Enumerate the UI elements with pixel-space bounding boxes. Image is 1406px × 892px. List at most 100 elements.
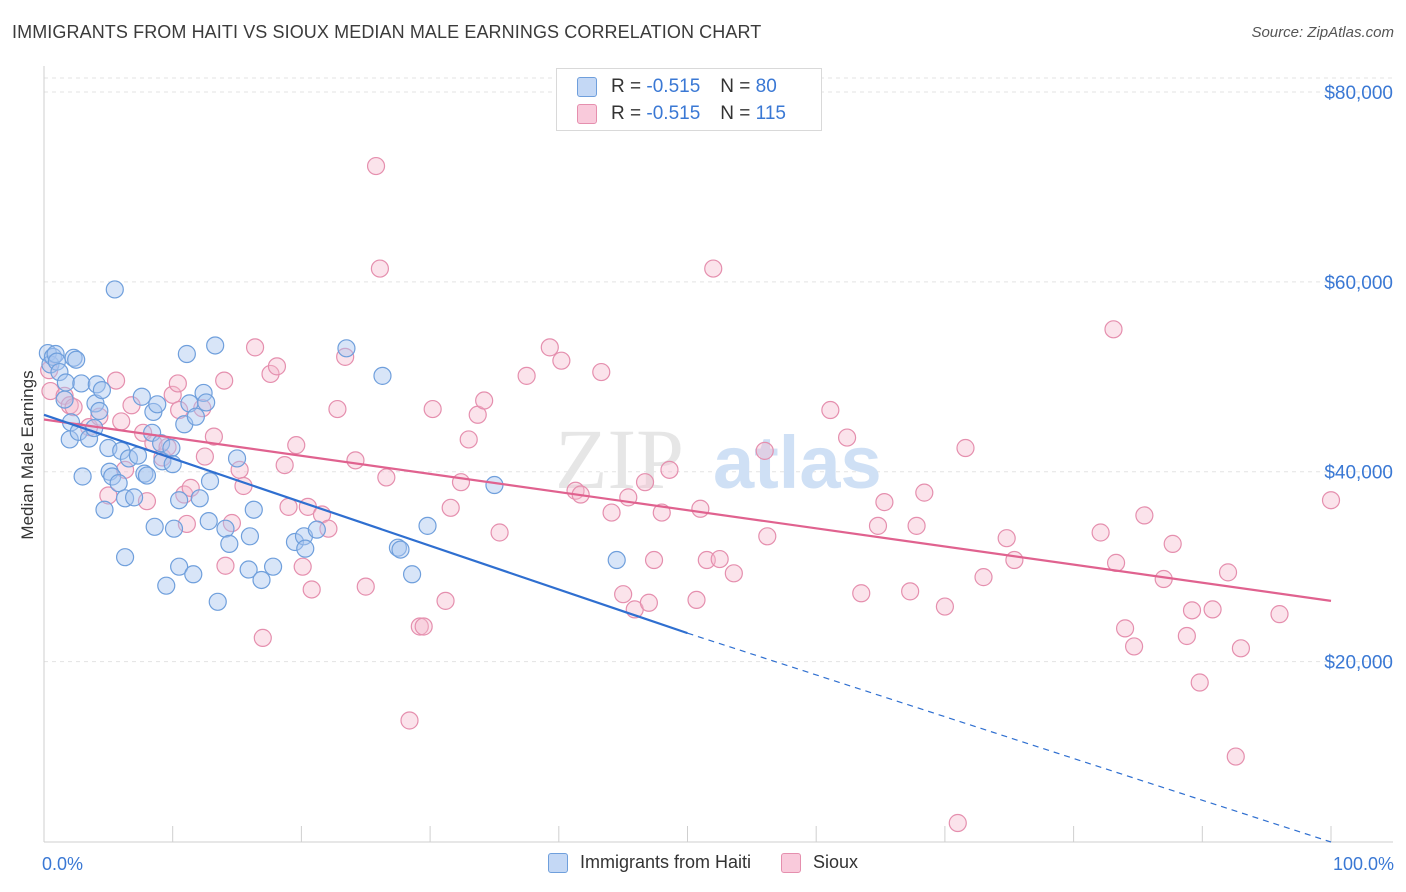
haiti-point xyxy=(186,407,205,426)
sioux-point xyxy=(837,428,857,447)
haiti-point xyxy=(92,380,112,400)
sioux-point xyxy=(821,400,840,420)
sioux-point xyxy=(253,628,272,647)
haiti-point xyxy=(72,374,91,393)
sioux-point xyxy=(724,564,743,583)
sioux-point xyxy=(112,412,131,431)
sioux-point xyxy=(1177,626,1196,646)
haiti-point xyxy=(197,393,216,412)
sioux-point xyxy=(356,577,375,596)
haiti-point xyxy=(145,517,164,536)
sioux-point xyxy=(328,399,347,419)
sioux-point xyxy=(170,400,189,420)
sioux-point xyxy=(948,813,967,833)
sioux-point xyxy=(475,391,494,410)
sioux-point xyxy=(366,156,386,176)
sioux-point xyxy=(697,550,716,570)
haiti-point xyxy=(607,550,626,570)
haiti-point xyxy=(73,467,92,486)
sioux-point xyxy=(1124,637,1144,656)
sioux-swatch xyxy=(577,104,597,124)
haiti-points xyxy=(38,280,626,611)
haiti-point xyxy=(239,560,258,579)
sioux-swatch xyxy=(781,852,802,873)
sioux-point xyxy=(935,597,955,616)
sioux-point xyxy=(1231,639,1251,658)
sioux-point xyxy=(377,468,396,487)
sioux-point xyxy=(1321,491,1341,510)
haiti-point xyxy=(132,387,151,406)
axes xyxy=(43,66,1393,843)
sioux-point xyxy=(245,338,265,357)
sioux-point xyxy=(540,338,559,357)
haiti-point xyxy=(206,336,225,355)
sioux-point xyxy=(287,436,306,455)
sioux-point xyxy=(635,473,655,492)
sioux-point xyxy=(592,362,611,382)
sioux-point xyxy=(1104,320,1123,339)
sioux-point xyxy=(370,259,390,278)
sioux-point xyxy=(517,366,536,385)
y-tick-label: $80,000 xyxy=(1324,83,1393,104)
y-tick-label: $40,000 xyxy=(1324,463,1393,484)
sioux-point xyxy=(1135,506,1154,525)
haiti-point xyxy=(199,512,218,531)
sioux-point xyxy=(215,371,234,390)
haiti-point xyxy=(391,540,410,559)
sioux-point xyxy=(204,427,223,446)
sioux-point xyxy=(1005,550,1024,570)
sioux-trend-line xyxy=(43,418,1332,602)
r-label: R = xyxy=(611,76,642,97)
haiti-swatch xyxy=(548,852,568,873)
haiti-point xyxy=(177,344,196,364)
haiti-trend-extension xyxy=(687,632,1332,843)
sioux-point xyxy=(1203,600,1222,619)
haiti-point xyxy=(418,516,437,535)
legend-label-sioux: Sioux xyxy=(813,852,859,872)
legend-item-haiti: Immigrants from Haiti xyxy=(548,852,751,873)
sioux-point xyxy=(875,493,894,512)
sioux-point xyxy=(414,617,433,636)
haiti-point xyxy=(152,434,171,453)
sioux-point xyxy=(423,399,442,419)
svg-text:atlas: atlas xyxy=(713,421,882,504)
chart-title: IMMIGRANTS FROM HAITI VS SIOUX MEDIAN MA… xyxy=(12,22,762,42)
stats-legend: R = -0.515 N = 80 R = -0.515 N = 115 xyxy=(556,68,822,131)
sioux-point xyxy=(490,523,509,542)
svg-text:ZIP: ZIP xyxy=(555,411,684,507)
sioux-point xyxy=(639,593,658,612)
sioux-point xyxy=(410,617,429,636)
haiti-point xyxy=(216,519,235,538)
haiti-point xyxy=(157,576,176,595)
r-value: -0.515 xyxy=(646,103,701,124)
haiti-point xyxy=(190,489,209,508)
haiti-point xyxy=(64,348,83,367)
haiti-point xyxy=(56,373,75,392)
sioux-point xyxy=(400,711,419,730)
haiti-point xyxy=(137,466,157,485)
sioux-point xyxy=(687,590,706,610)
series-legend: Immigrants from Haiti Sioux xyxy=(548,852,888,873)
haiti-point xyxy=(485,475,504,495)
sioux-point xyxy=(302,580,321,599)
sioux-point xyxy=(868,516,888,535)
haiti-point xyxy=(285,532,305,552)
sioux-point xyxy=(852,584,871,603)
sioux-point xyxy=(459,430,478,449)
haiti-point xyxy=(87,375,106,394)
haiti-point xyxy=(263,557,283,576)
x-tick-label-min: 0.0% xyxy=(42,854,83,874)
y-tick-label: $20,000 xyxy=(1324,653,1393,674)
haiti-point xyxy=(135,464,154,483)
n-value: 115 xyxy=(755,103,786,124)
haiti-point xyxy=(164,519,184,538)
haiti-point xyxy=(67,350,86,369)
sioux-point xyxy=(41,381,60,401)
legend-label-haiti: Immigrants from Haiti xyxy=(580,852,752,872)
sioux-point xyxy=(755,441,774,460)
sioux-point xyxy=(195,447,214,466)
r-value: -0.515 xyxy=(646,76,701,97)
sioux-point xyxy=(451,473,471,492)
sioux-point xyxy=(997,529,1016,548)
